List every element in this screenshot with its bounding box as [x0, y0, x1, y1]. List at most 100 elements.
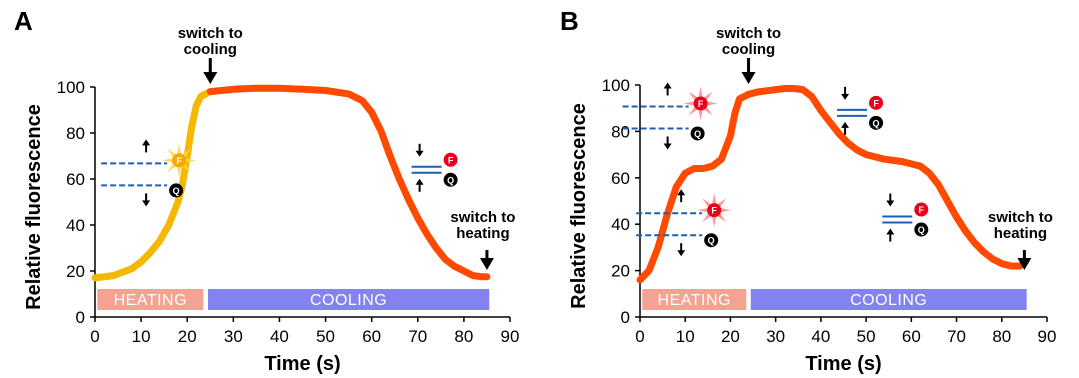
- series-cooling-point: [325, 89, 327, 91]
- series-cooling-point: [348, 93, 350, 95]
- series-full-point: [910, 163, 912, 165]
- phase-bar-heating: [642, 289, 747, 310]
- y-axis-title: Relative fluorescence: [23, 104, 45, 310]
- series-heating-point: [186, 155, 188, 157]
- series-full-point: [1001, 263, 1003, 265]
- series-cooling-point: [435, 247, 437, 249]
- x-tick-label: 90: [501, 327, 520, 346]
- series-full-point: [829, 121, 831, 123]
- panel-B-label: B: [560, 6, 579, 36]
- x-tick-label: 40: [270, 327, 289, 346]
- y-tick-label: 60: [611, 169, 630, 188]
- series-heating-point: [177, 201, 179, 203]
- series-cooling-point: [278, 87, 280, 89]
- series-cooling-point: [255, 87, 257, 89]
- series-full-point: [919, 165, 921, 167]
- series-heating-point: [159, 240, 161, 242]
- panel-1-inset-3: FQ: [882, 193, 929, 242]
- series-full-point: [711, 165, 713, 167]
- x-tick-label: 40: [811, 327, 830, 346]
- series-heating-point: [112, 275, 114, 277]
- series-heating-point: [140, 261, 142, 263]
- series-cooling-point: [232, 88, 234, 90]
- annotation-0-arrow-head: [741, 72, 756, 84]
- series-cooling-point: [380, 130, 382, 132]
- series-heating-point: [149, 252, 151, 254]
- panel-1-inset-2-up-arrow-head: [841, 121, 850, 128]
- series-heating-point: [195, 104, 197, 106]
- x-tick-label: 0: [635, 327, 644, 346]
- panel-1-inset-3-up-arrow-head: [886, 228, 895, 235]
- panel-1-inset-3-quencher-icon: [914, 222, 929, 237]
- annotation-0-line2: cooling: [722, 41, 775, 58]
- y-tick-label: 0: [621, 308, 630, 327]
- series-full-point: [648, 270, 650, 272]
- series-cooling-point: [486, 276, 488, 278]
- series-full-point: [734, 112, 736, 114]
- panel-A-label: A: [14, 6, 33, 36]
- annotation-1-arrow-head: [479, 258, 494, 270]
- y-tick-label: 20: [611, 262, 630, 281]
- series-cooling-point: [481, 276, 483, 278]
- series-full-point: [684, 172, 686, 174]
- series-full-point: [965, 230, 967, 232]
- phase-bar-heating-label: HEATING: [658, 292, 731, 309]
- series-cooling-point: [426, 233, 428, 235]
- x-tick-label: 20: [178, 327, 197, 346]
- series-full-point: [928, 172, 930, 174]
- y-tick-label: 80: [611, 122, 630, 141]
- panel-0-inset-0-up-arrow-head: [142, 139, 151, 146]
- x-tick-label: 60: [902, 327, 921, 346]
- panel-0-inset-0-fluorophore-icon: [172, 153, 187, 168]
- panel-0-inset-1: FQ: [411, 143, 458, 192]
- series-full-point: [729, 135, 731, 137]
- panel-1-inset-0-up-arrow-head: [663, 82, 672, 89]
- panel-1-inset-0-fluorophore-icon: [693, 96, 708, 111]
- panel-1-inset-2-quencher-icon: [869, 115, 884, 130]
- x-tick-label: 50: [316, 327, 335, 346]
- series-heating-point: [191, 125, 193, 127]
- series-cooling-point: [209, 91, 211, 93]
- panel-0-inset-1-up-arrow-head: [415, 178, 424, 185]
- x-tick-label: 60: [362, 327, 381, 346]
- x-tick-label: 70: [947, 327, 966, 346]
- panel-1-inset-0-fluorophore-label: F: [698, 99, 704, 109]
- y-tick-label: 0: [76, 308, 85, 327]
- phase-bar-heating-label: HEATING: [114, 292, 187, 309]
- series-full-point: [956, 216, 958, 218]
- series-full-point: [992, 258, 994, 260]
- x-tick-label: 30: [224, 327, 243, 346]
- series-cooling-point: [472, 275, 474, 277]
- x-tick-label: 20: [721, 327, 740, 346]
- panel-B: B 0 20 40 60 80 100 0 10 20 30 40 50 60 70 80 90 Time (s)…: [560, 6, 1056, 375]
- panel-1-inset-3-fluorophore-icon: [914, 202, 929, 217]
- panel-0-inset-1-fluorophore-icon: [443, 152, 458, 167]
- panel-1-inset-3-quencher-label: Q: [918, 225, 925, 235]
- series-full-point: [657, 246, 659, 248]
- x-tick-label: 0: [90, 327, 99, 346]
- panel-1-inset-1-quencher-icon: [704, 233, 719, 248]
- series-full-point: [743, 96, 745, 98]
- series-full-point: [1019, 265, 1021, 267]
- y-axis-title: Relative fluorescence: [568, 103, 590, 309]
- series-cooling-point: [444, 259, 446, 260]
- y-tick-label: 100: [602, 76, 630, 95]
- series-cooling-point: [408, 199, 410, 201]
- series-full-point: [883, 158, 885, 160]
- series-full-point: [720, 158, 722, 160]
- annotation-1-line2: heating: [456, 225, 509, 242]
- series-full-point: [901, 161, 903, 163]
- series-full-point: [738, 98, 740, 100]
- y-tick-label: 80: [66, 124, 85, 143]
- annotation-1-line1: switch to: [988, 209, 1053, 226]
- x-tick-label: 80: [454, 327, 473, 346]
- series-full-point: [802, 89, 804, 91]
- phase-bar-heating: [97, 289, 204, 310]
- series-full-point: [847, 142, 849, 144]
- series-full-point: [974, 242, 976, 244]
- x-tick-label: 70: [408, 327, 427, 346]
- panel-0-inset-1-quencher-icon: [443, 172, 458, 187]
- panel-1-inset-2: FQ: [837, 86, 884, 135]
- series-full-point: [766, 90, 768, 92]
